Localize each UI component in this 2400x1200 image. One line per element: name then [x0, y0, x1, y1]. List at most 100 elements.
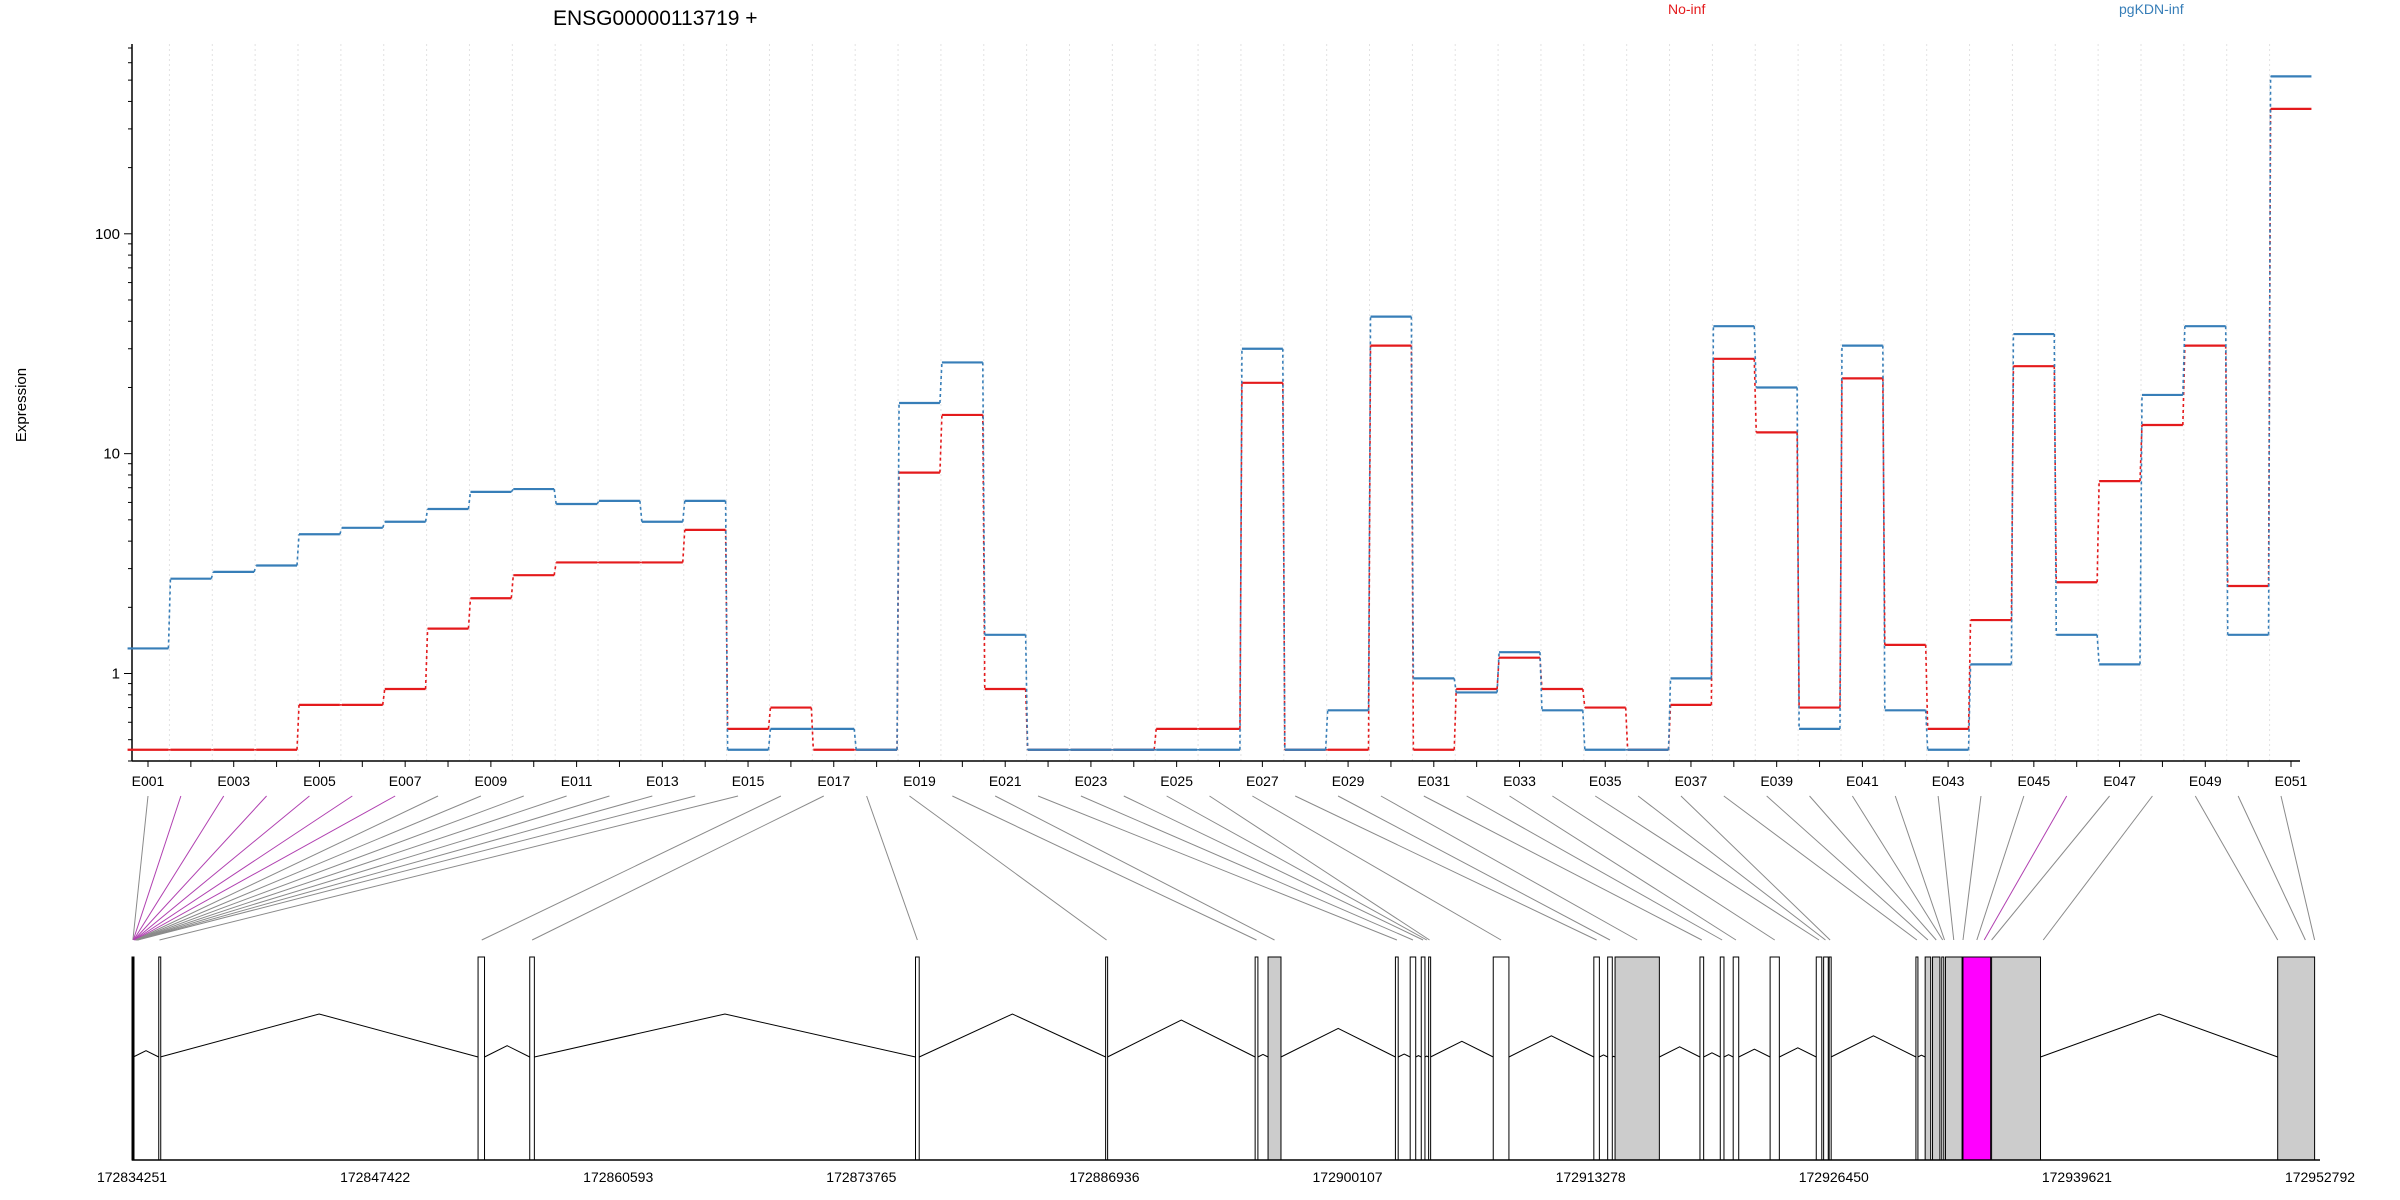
chart-title: ENSG00000113719 +: [553, 7, 758, 30]
series-connector: [1753, 358, 1758, 433]
connector-E009: [135, 795, 482, 941]
connector-E037: [1680, 795, 1831, 941]
series-connector: [1281, 382, 1286, 750]
connector-E002: [132, 795, 182, 941]
intron-line: [1917, 1054, 1926, 1058]
series-connector: [1496, 652, 1500, 693]
x-tick-label: E027: [1246, 773, 1279, 789]
connector-E042: [1894, 795, 1946, 941]
intron-line: [1723, 1054, 1734, 1058]
genomic-tick-label: 172886936: [1069, 1169, 1139, 1185]
series-connector: [553, 562, 557, 576]
connector-E028: [1295, 795, 1597, 941]
exon-block-E034: [1769, 956, 1780, 1161]
series-connector: [467, 491, 472, 510]
series-connector: [381, 688, 386, 705]
x-tick-label: E031: [1417, 773, 1450, 789]
exon-block-E015: [477, 956, 486, 1161]
series-connector: [1410, 316, 1415, 679]
gridlines: [168, 44, 2271, 761]
x-tick-label: E039: [1760, 773, 1793, 789]
series-connector: [424, 628, 429, 690]
series-connector: [1624, 707, 1629, 750]
series-0: [127, 107, 2312, 751]
exon-block-E023: [1394, 956, 1399, 1161]
connector-E026: [1209, 795, 1430, 941]
exon-block-E029: [1607, 956, 1613, 1161]
connector-E004: [133, 795, 267, 941]
x-tick-label: E023: [1075, 773, 1108, 789]
series-connector: [1796, 432, 1800, 708]
intron-line: [1703, 1052, 1721, 1058]
series-connector: [981, 414, 986, 690]
connector-E049: [2194, 795, 2279, 941]
series-connector: [424, 508, 429, 522]
axes: 1 10 100 E001 E003 E005 E007 E009 E011 E013 E015 E0…: [95, 44, 2308, 789]
series-connector: [1967, 620, 1972, 729]
series-connector: [1281, 348, 1286, 750]
exon-block-E040: [1932, 956, 1941, 1161]
series-connector: [1924, 710, 1929, 750]
intron-line: [1280, 1027, 1396, 1058]
x-tick-label: E013: [646, 773, 679, 789]
connector-E030: [1380, 795, 1638, 941]
exon-block-E050: [1991, 956, 2042, 1161]
x-tick-label: E035: [1589, 773, 1622, 789]
series-connector: [1539, 652, 1543, 711]
x-tick-label: E037: [1675, 773, 1708, 789]
exon-block-E016: [529, 956, 535, 1161]
exon-block-E024: [1409, 956, 1417, 1161]
connector-E013: [137, 795, 653, 941]
series-connector: [939, 414, 943, 473]
intron-line: [160, 1013, 479, 1058]
connector-E025: [1166, 795, 1428, 941]
exon-block-E033: [1732, 956, 1740, 1161]
intron-line: [1830, 1035, 1917, 1058]
intron-line: [1415, 1055, 1422, 1058]
series-connector: [981, 362, 986, 635]
series-1: [127, 75, 2312, 751]
connector-E044: [1962, 795, 1982, 941]
exon-block-E001: [131, 956, 135, 1161]
series-connector: [1924, 644, 1929, 729]
series-connector: [1453, 678, 1458, 693]
genomic-tick-label: 172926450: [1799, 1169, 1869, 1185]
connector-E021: [994, 795, 1275, 941]
series-connector: [1839, 345, 1843, 729]
series-connector: [1024, 634, 1029, 750]
series-connector: [939, 362, 943, 404]
exon-connectors: [132, 795, 2316, 941]
series-connector: [681, 500, 686, 522]
connector-E046: [1983, 795, 2068, 941]
connector-E023: [1080, 795, 1414, 941]
exon-block-E030: [1614, 956, 1660, 1161]
series-connector: [339, 527, 343, 535]
exon-block-E019: [915, 956, 920, 1161]
y-tick-label: 1: [112, 666, 120, 683]
series-connector: [596, 500, 600, 505]
series-connector: [510, 575, 515, 599]
connector-E005: [134, 795, 310, 941]
series-connector: [1239, 348, 1243, 750]
x-tick-label: E003: [217, 773, 250, 789]
connector-E038: [1723, 795, 1918, 941]
x-tick-label: E009: [475, 773, 508, 789]
series-connector: [296, 704, 300, 750]
connector-E001: [132, 795, 149, 941]
connector-E048: [2042, 795, 2153, 941]
intron-line: [133, 1050, 159, 1058]
series-connector: [2096, 634, 2100, 665]
series-connector: [1753, 326, 1758, 388]
connector-E050: [2237, 795, 2306, 941]
connector-E008: [135, 795, 439, 941]
series-connector: [2096, 481, 2100, 583]
connector-E032: [1466, 795, 1723, 941]
connector-E014: [137, 795, 696, 941]
intron-line: [1424, 1055, 1429, 1058]
series-connector: [1496, 657, 1500, 690]
intron-line: [1508, 1035, 1595, 1058]
y-tick-label: 100: [95, 226, 120, 243]
exon-block-E046: [1962, 956, 1992, 1161]
series-connector: [2139, 394, 2143, 665]
genomic-tick-label: 172860593: [583, 1169, 653, 1185]
